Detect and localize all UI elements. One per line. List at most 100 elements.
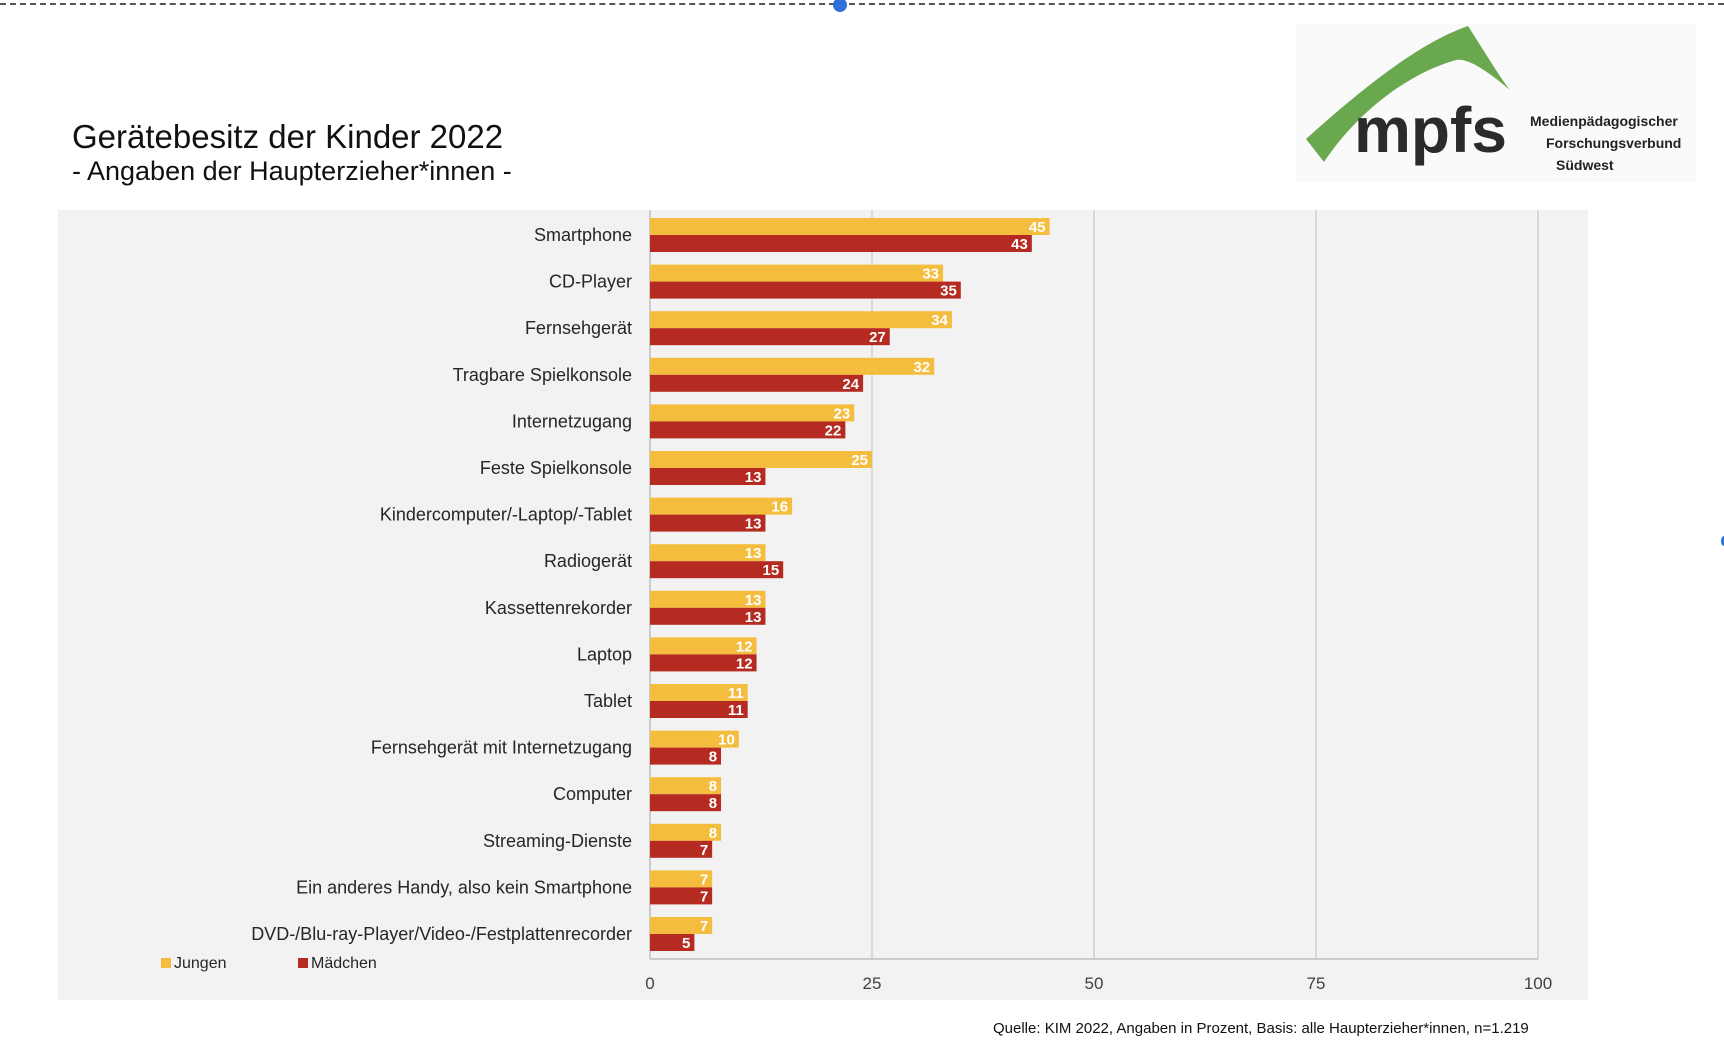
bar-jungen-8: [650, 590, 766, 608]
bar-mädchen-5: [650, 468, 766, 485]
data-label-jungen-7: 13: [745, 545, 762, 562]
data-label-mädchen-11: 8: [709, 749, 717, 766]
legend-label-1: Mädchen: [311, 955, 377, 972]
data-label-jungen-8: 13: [745, 592, 762, 609]
bar-jungen-12: [650, 777, 722, 795]
legend-swatch-1: [298, 958, 308, 968]
mpfs-logo: mpfs: [1296, 24, 1696, 182]
data-label-jungen-1: 33: [922, 266, 939, 283]
bar-mädchen-7: [650, 561, 784, 579]
legend-swatch-0: [161, 958, 171, 968]
data-label-jungen-14: 7: [700, 871, 708, 888]
category-label: Fernsehgerät: [525, 318, 632, 338]
category-label: Ein anderes Handy, also kein Smartphone: [296, 877, 632, 897]
data-label-mädchen-10: 11: [728, 702, 744, 719]
bar-mädchen-2: [650, 328, 890, 346]
data-label-jungen-9: 12: [736, 638, 753, 655]
data-label-mädchen-3: 24: [842, 376, 859, 393]
bar-mädchen-1: [650, 281, 961, 299]
logo-caption: Medienpädagogischer Forschungsverbund Sü…: [1530, 110, 1700, 176]
data-label-jungen-5: 25: [851, 452, 868, 469]
chart-title: Gerätebesitz der Kinder 2022: [72, 118, 504, 155]
category-label: Streaming-Dienste: [483, 831, 632, 851]
category-label: Smartphone: [534, 225, 632, 245]
resize-handle-top[interactable]: [833, 0, 847, 12]
data-label-jungen-2: 34: [931, 312, 948, 329]
category-label: DVD-/Blu-ray-Player/Video-/Festplattenre…: [251, 924, 632, 944]
category-label: Feste Spielkonsole: [480, 458, 632, 478]
bar-jungen-15: [650, 917, 713, 934]
data-label-mädchen-1: 35: [940, 283, 957, 300]
bar-mädchen-10: [650, 701, 748, 718]
bar-jungen-5: [650, 451, 872, 468]
data-label-mädchen-14: 7: [700, 888, 708, 905]
data-label-jungen-15: 7: [700, 918, 708, 935]
bar-mädchen-15: [650, 934, 695, 951]
bar-mädchen-4: [650, 421, 846, 439]
category-label: Kassettenrekorder: [485, 598, 632, 618]
chart-panel: 0 25 50 75 100 Smartphone 45 43 CD-Player 33 35 Fer…: [58, 210, 1588, 1000]
x-tick-label-100: 100: [1524, 974, 1552, 993]
bar-jungen-7: [650, 544, 766, 562]
bar-jungen-6: [650, 497, 793, 515]
data-label-jungen-13: 8: [709, 825, 717, 842]
data-label-mädchen-15: 5: [682, 935, 690, 952]
category-label: Laptop: [577, 644, 632, 664]
data-label-jungen-3: 32: [913, 359, 930, 376]
bar-mädchen-9: [650, 654, 757, 672]
bar-mädchen-8: [650, 607, 766, 625]
bar-jungen-0: [650, 218, 1050, 235]
category-label: Internetzugang: [512, 411, 632, 431]
bar-mädchen-12: [650, 794, 722, 812]
logo-caption-line-2: Forschungsverbund: [1546, 135, 1682, 151]
bar-mädchen-11: [650, 747, 722, 765]
data-label-mädchen-0: 43: [1011, 236, 1028, 253]
category-label: Fernsehgerät mit Internetzugang: [371, 738, 632, 758]
bar-mädchen-14: [650, 887, 713, 905]
bar-jungen-9: [650, 637, 757, 655]
bar-mädchen-6: [650, 514, 766, 532]
legend-label-0: Jungen: [174, 955, 227, 972]
chart-subtitle: - Angaben der Haupterzieher*innen -: [72, 156, 512, 186]
logo-caption-line-3: Südwest: [1556, 157, 1614, 173]
x-tick-label-25: 25: [863, 974, 882, 993]
data-label-jungen-0: 45: [1029, 219, 1046, 236]
bar-jungen-10: [650, 684, 748, 701]
category-label: Kindercomputer/-Laptop/-Tablet: [380, 505, 632, 525]
source-note: Quelle: KIM 2022, Angaben in Prozent, Ba…: [993, 1020, 1529, 1037]
logo-caption-line-1: Medienpädagogischer: [1530, 113, 1678, 129]
data-label-mädchen-13: 7: [700, 842, 708, 859]
x-tick-label-75: 75: [1307, 974, 1326, 993]
data-label-mädchen-8: 13: [745, 609, 762, 626]
data-label-mädchen-12: 8: [709, 795, 717, 812]
bar-mädchen-13: [650, 840, 713, 858]
data-label-jungen-4: 23: [834, 405, 851, 422]
category-label: Radiogerät: [544, 551, 632, 571]
logo-roof-shape: [1306, 26, 1510, 162]
bar-jungen-1: [650, 264, 944, 282]
bar-jungen-4: [650, 404, 855, 422]
bar-jungen-3: [650, 357, 935, 375]
bar-jungen-14: [650, 870, 713, 888]
logo-wordmark: mpfs: [1354, 94, 1507, 166]
data-label-mädchen-6: 13: [745, 516, 762, 533]
bar-jungen-11: [650, 730, 739, 748]
selection-border: [0, 3, 1724, 5]
category-label: Tablet: [584, 691, 632, 711]
bar-jungen-13: [650, 823, 722, 841]
data-label-jungen-10: 11: [728, 685, 744, 702]
data-label-jungen-12: 8: [709, 778, 717, 795]
data-label-jungen-6: 16: [771, 499, 788, 516]
x-tick-label-0: 0: [645, 974, 654, 993]
data-label-mädchen-4: 22: [825, 422, 842, 439]
data-label-jungen-11: 10: [718, 732, 735, 749]
category-label: CD-Player: [549, 272, 632, 292]
bar-mädchen-3: [650, 374, 864, 392]
data-label-mädchen-5: 13: [745, 469, 762, 486]
resize-handle-right[interactable]: [1721, 536, 1724, 546]
bar-jungen-2: [650, 311, 952, 329]
bar-mädchen-0: [650, 235, 1032, 252]
data-label-mädchen-2: 27: [869, 329, 886, 346]
data-label-mädchen-9: 12: [736, 655, 753, 672]
